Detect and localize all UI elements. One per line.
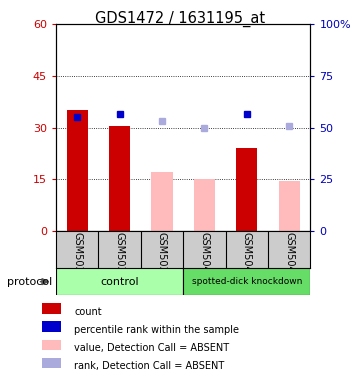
- Bar: [151, 172, 173, 231]
- Bar: [66, 110, 88, 231]
- Bar: [42, 358, 61, 368]
- Text: GSM50401: GSM50401: [242, 232, 252, 285]
- Text: GSM50397: GSM50397: [72, 232, 82, 285]
- Bar: [42, 303, 61, 314]
- Bar: [236, 148, 257, 231]
- Text: value, Detection Call = ABSENT: value, Detection Call = ABSENT: [74, 343, 230, 353]
- Text: GSM50399: GSM50399: [157, 232, 167, 285]
- Bar: [279, 181, 300, 231]
- Bar: [56, 268, 183, 295]
- Bar: [194, 179, 215, 231]
- Bar: [42, 321, 61, 332]
- Text: count: count: [74, 307, 102, 316]
- Text: GSM50402: GSM50402: [284, 232, 294, 285]
- Text: rank, Detection Call = ABSENT: rank, Detection Call = ABSENT: [74, 361, 225, 371]
- Text: GSM50398: GSM50398: [114, 232, 125, 285]
- Text: percentile rank within the sample: percentile rank within the sample: [74, 325, 239, 335]
- Bar: [109, 126, 130, 231]
- Text: GSM50400: GSM50400: [199, 232, 209, 285]
- Text: control: control: [100, 277, 139, 286]
- Bar: [42, 339, 61, 350]
- Bar: [183, 268, 310, 295]
- Text: GDS1472 / 1631195_at: GDS1472 / 1631195_at: [95, 11, 266, 27]
- Text: protocol: protocol: [7, 277, 52, 286]
- Text: spotted-dick knockdown: spotted-dick knockdown: [192, 277, 302, 286]
